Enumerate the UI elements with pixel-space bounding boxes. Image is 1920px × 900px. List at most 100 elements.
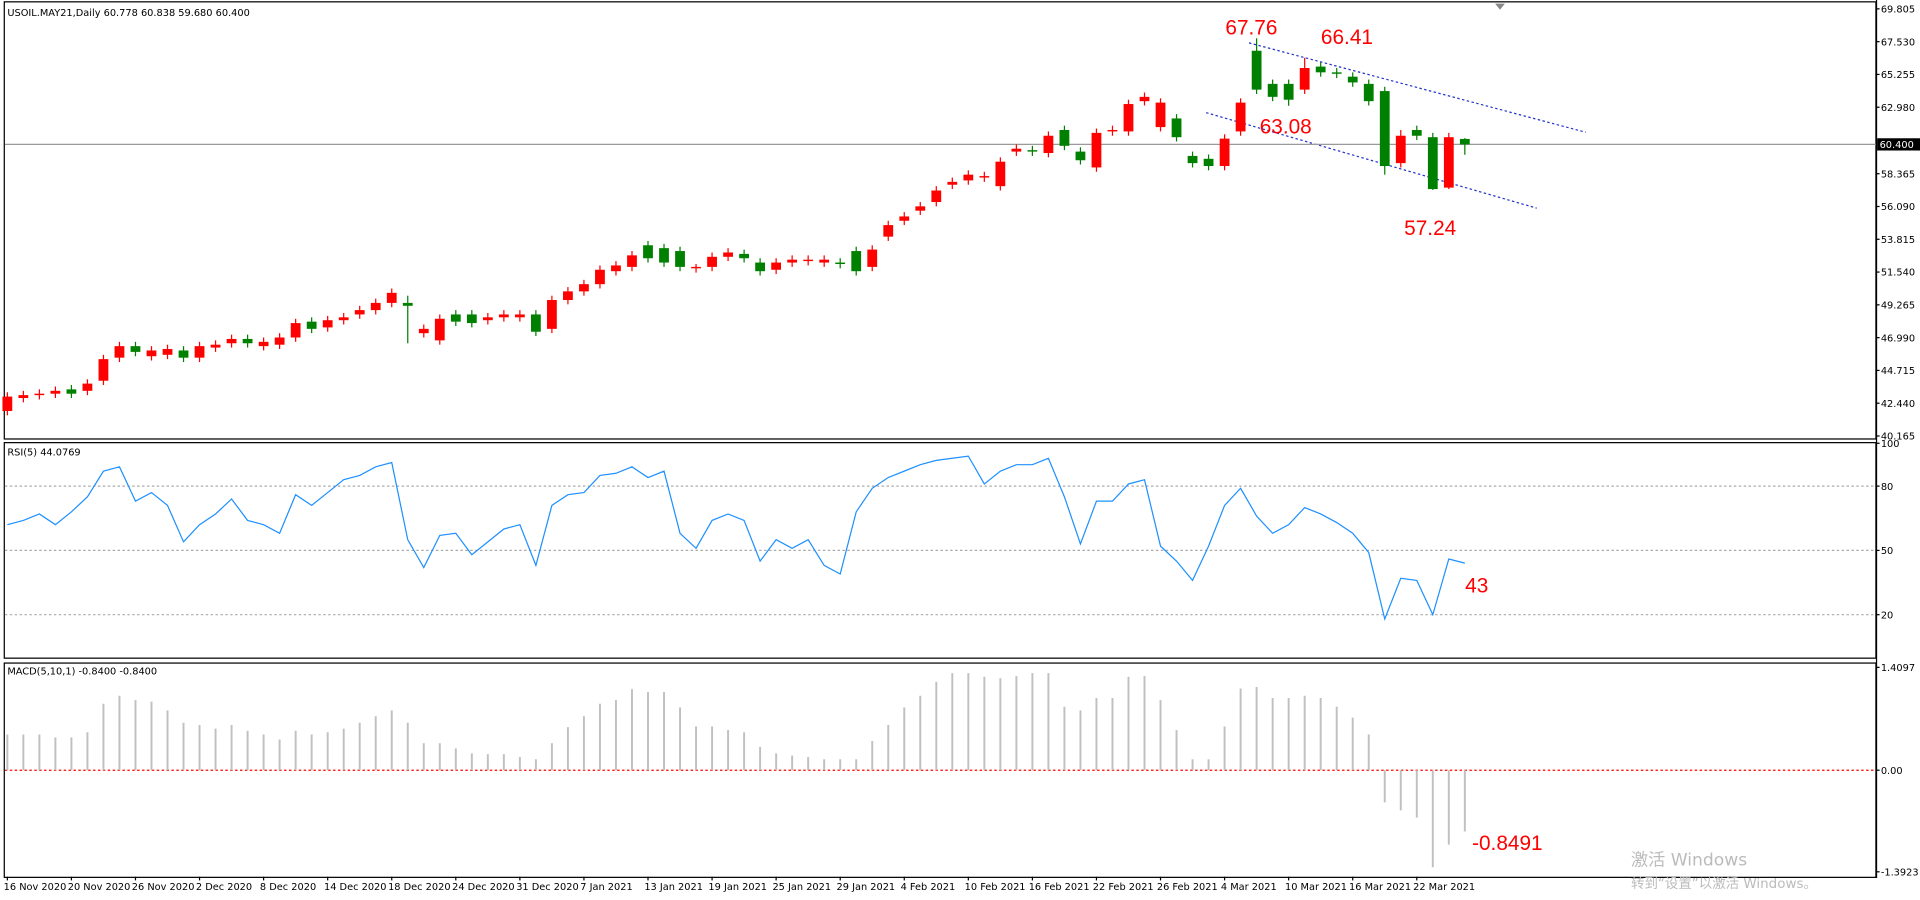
candle-body: [1091, 132, 1102, 168]
candle-body: [338, 317, 349, 321]
last-price-label: 60.400: [1880, 140, 1914, 151]
y-tick-label: 51.540: [1881, 268, 1915, 279]
y-tick-label: 40.165: [1881, 432, 1915, 443]
candle-body: [1379, 91, 1390, 167]
x-tick-label: 29 Jan 2021: [837, 882, 896, 893]
candle-body: [1411, 129, 1422, 136]
y-tick-label: 62.980: [1881, 103, 1915, 114]
candle-body: [1331, 72, 1342, 74]
candle-body: [1427, 137, 1438, 190]
x-tick-label: 2 Dec 2020: [196, 882, 252, 893]
candle-body: [386, 292, 397, 303]
candle-body: [595, 269, 605, 285]
candle-body: [1155, 102, 1166, 128]
candle-body: [771, 262, 782, 270]
candle-body: [130, 346, 141, 352]
candle-body: [466, 314, 477, 324]
x-tick-label: 16 Nov 2020: [4, 882, 67, 893]
y-tick-label: 65.255: [1881, 70, 1915, 81]
candle-body: [434, 318, 445, 341]
candle-body: [819, 259, 830, 263]
candle-body: [290, 323, 301, 338]
candle-body: [66, 389, 77, 394]
y-tick-label: 0.00: [1881, 766, 1903, 777]
candle-body: [899, 216, 910, 221]
x-tick-label: 8 Dec 2020: [260, 882, 316, 893]
watermark-line: 转到“设置”以激活 Windows。: [1631, 876, 1817, 892]
candle-body: [835, 262, 846, 264]
channel-line: [1248, 42, 1586, 133]
x-tick-label: 7 Jan 2021: [580, 882, 632, 893]
x-tick-label: 26 Feb 2021: [1157, 882, 1218, 893]
x-tick-label: 10 Feb 2021: [965, 882, 1026, 893]
x-tick-label: 10 Mar 2021: [1285, 882, 1347, 893]
x-tick-label: 4 Feb 2021: [901, 882, 956, 893]
candle-body: [1139, 96, 1150, 102]
candle-body: [627, 255, 637, 267]
candle-body: [1219, 138, 1230, 167]
candle-body: [547, 300, 557, 329]
y-tick-label: 49.265: [1881, 301, 1915, 312]
candle-body: [306, 321, 317, 329]
candle-body: [1299, 68, 1310, 90]
annotation: 66.41: [1321, 26, 1373, 49]
x-tick-label: 31 Dec 2020: [516, 882, 579, 893]
candle-body: [370, 302, 381, 311]
y-tick-label: 69.805: [1881, 5, 1915, 16]
candle-body: [178, 350, 189, 358]
candle-body: [947, 181, 958, 185]
x-tick-label: 18 Dec 2020: [388, 882, 451, 893]
y-tick-label: 56.090: [1881, 202, 1915, 213]
candle-body: [579, 284, 589, 292]
candle-body: [1123, 104, 1134, 132]
y-tick-label: 42.440: [1881, 399, 1915, 410]
candle-body: [787, 259, 798, 263]
candle-body: [659, 248, 669, 263]
annotation: 57.24: [1404, 217, 1456, 240]
x-tick-label: 26 Nov 2020: [132, 882, 195, 893]
candle-body: [114, 346, 125, 358]
candle-body: [418, 328, 429, 334]
candle-body: [1251, 50, 1262, 90]
candle-body: [274, 337, 285, 345]
candle-body: [1315, 66, 1326, 73]
y-tick-label: 20: [1881, 610, 1893, 621]
candle-body: [194, 346, 205, 358]
candle-body: [739, 253, 749, 259]
x-tick-label: 24 Dec 2020: [452, 882, 515, 893]
candle-body: [498, 314, 509, 318]
candle-body: [242, 338, 253, 344]
candle-body: [354, 310, 365, 315]
x-tick-label: 19 Jan 2021: [708, 882, 767, 893]
rsi-header: RSI(5) 44.0769: [7, 448, 80, 459]
candle-body: [146, 350, 157, 357]
candle-body: [675, 251, 685, 267]
x-tick-label: 13 Jan 2021: [644, 882, 703, 893]
candle-body: [82, 383, 93, 391]
candle-body: [530, 314, 541, 332]
candle-body: [883, 225, 894, 237]
candle-body: [1267, 83, 1278, 97]
candle-body: [226, 338, 237, 344]
candle-body: [963, 174, 974, 181]
candle-body: [931, 190, 942, 203]
candle-body: [1235, 102, 1246, 132]
y-tick-label: 53.815: [1881, 235, 1915, 246]
candle-body: [1075, 151, 1086, 161]
shift-marker: [1495, 3, 1505, 10]
candle-body: [691, 266, 701, 269]
candle-body: [50, 390, 61, 394]
candle-body: [402, 302, 413, 306]
candle-body: [867, 249, 878, 267]
candle-body: [210, 344, 221, 348]
candle-body: [1027, 150, 1038, 152]
y-tick-label: 50: [1881, 546, 1893, 557]
y-tick-label: 100: [1881, 439, 1900, 450]
candle-body: [1011, 148, 1022, 152]
main-header: USOIL.MAY21,Daily 60.778 60.838 59.680 6…: [7, 8, 250, 19]
candle-body: [979, 176, 990, 178]
annotation: -0.8491: [1472, 832, 1543, 855]
x-tick-label: 22 Feb 2021: [1093, 882, 1154, 893]
